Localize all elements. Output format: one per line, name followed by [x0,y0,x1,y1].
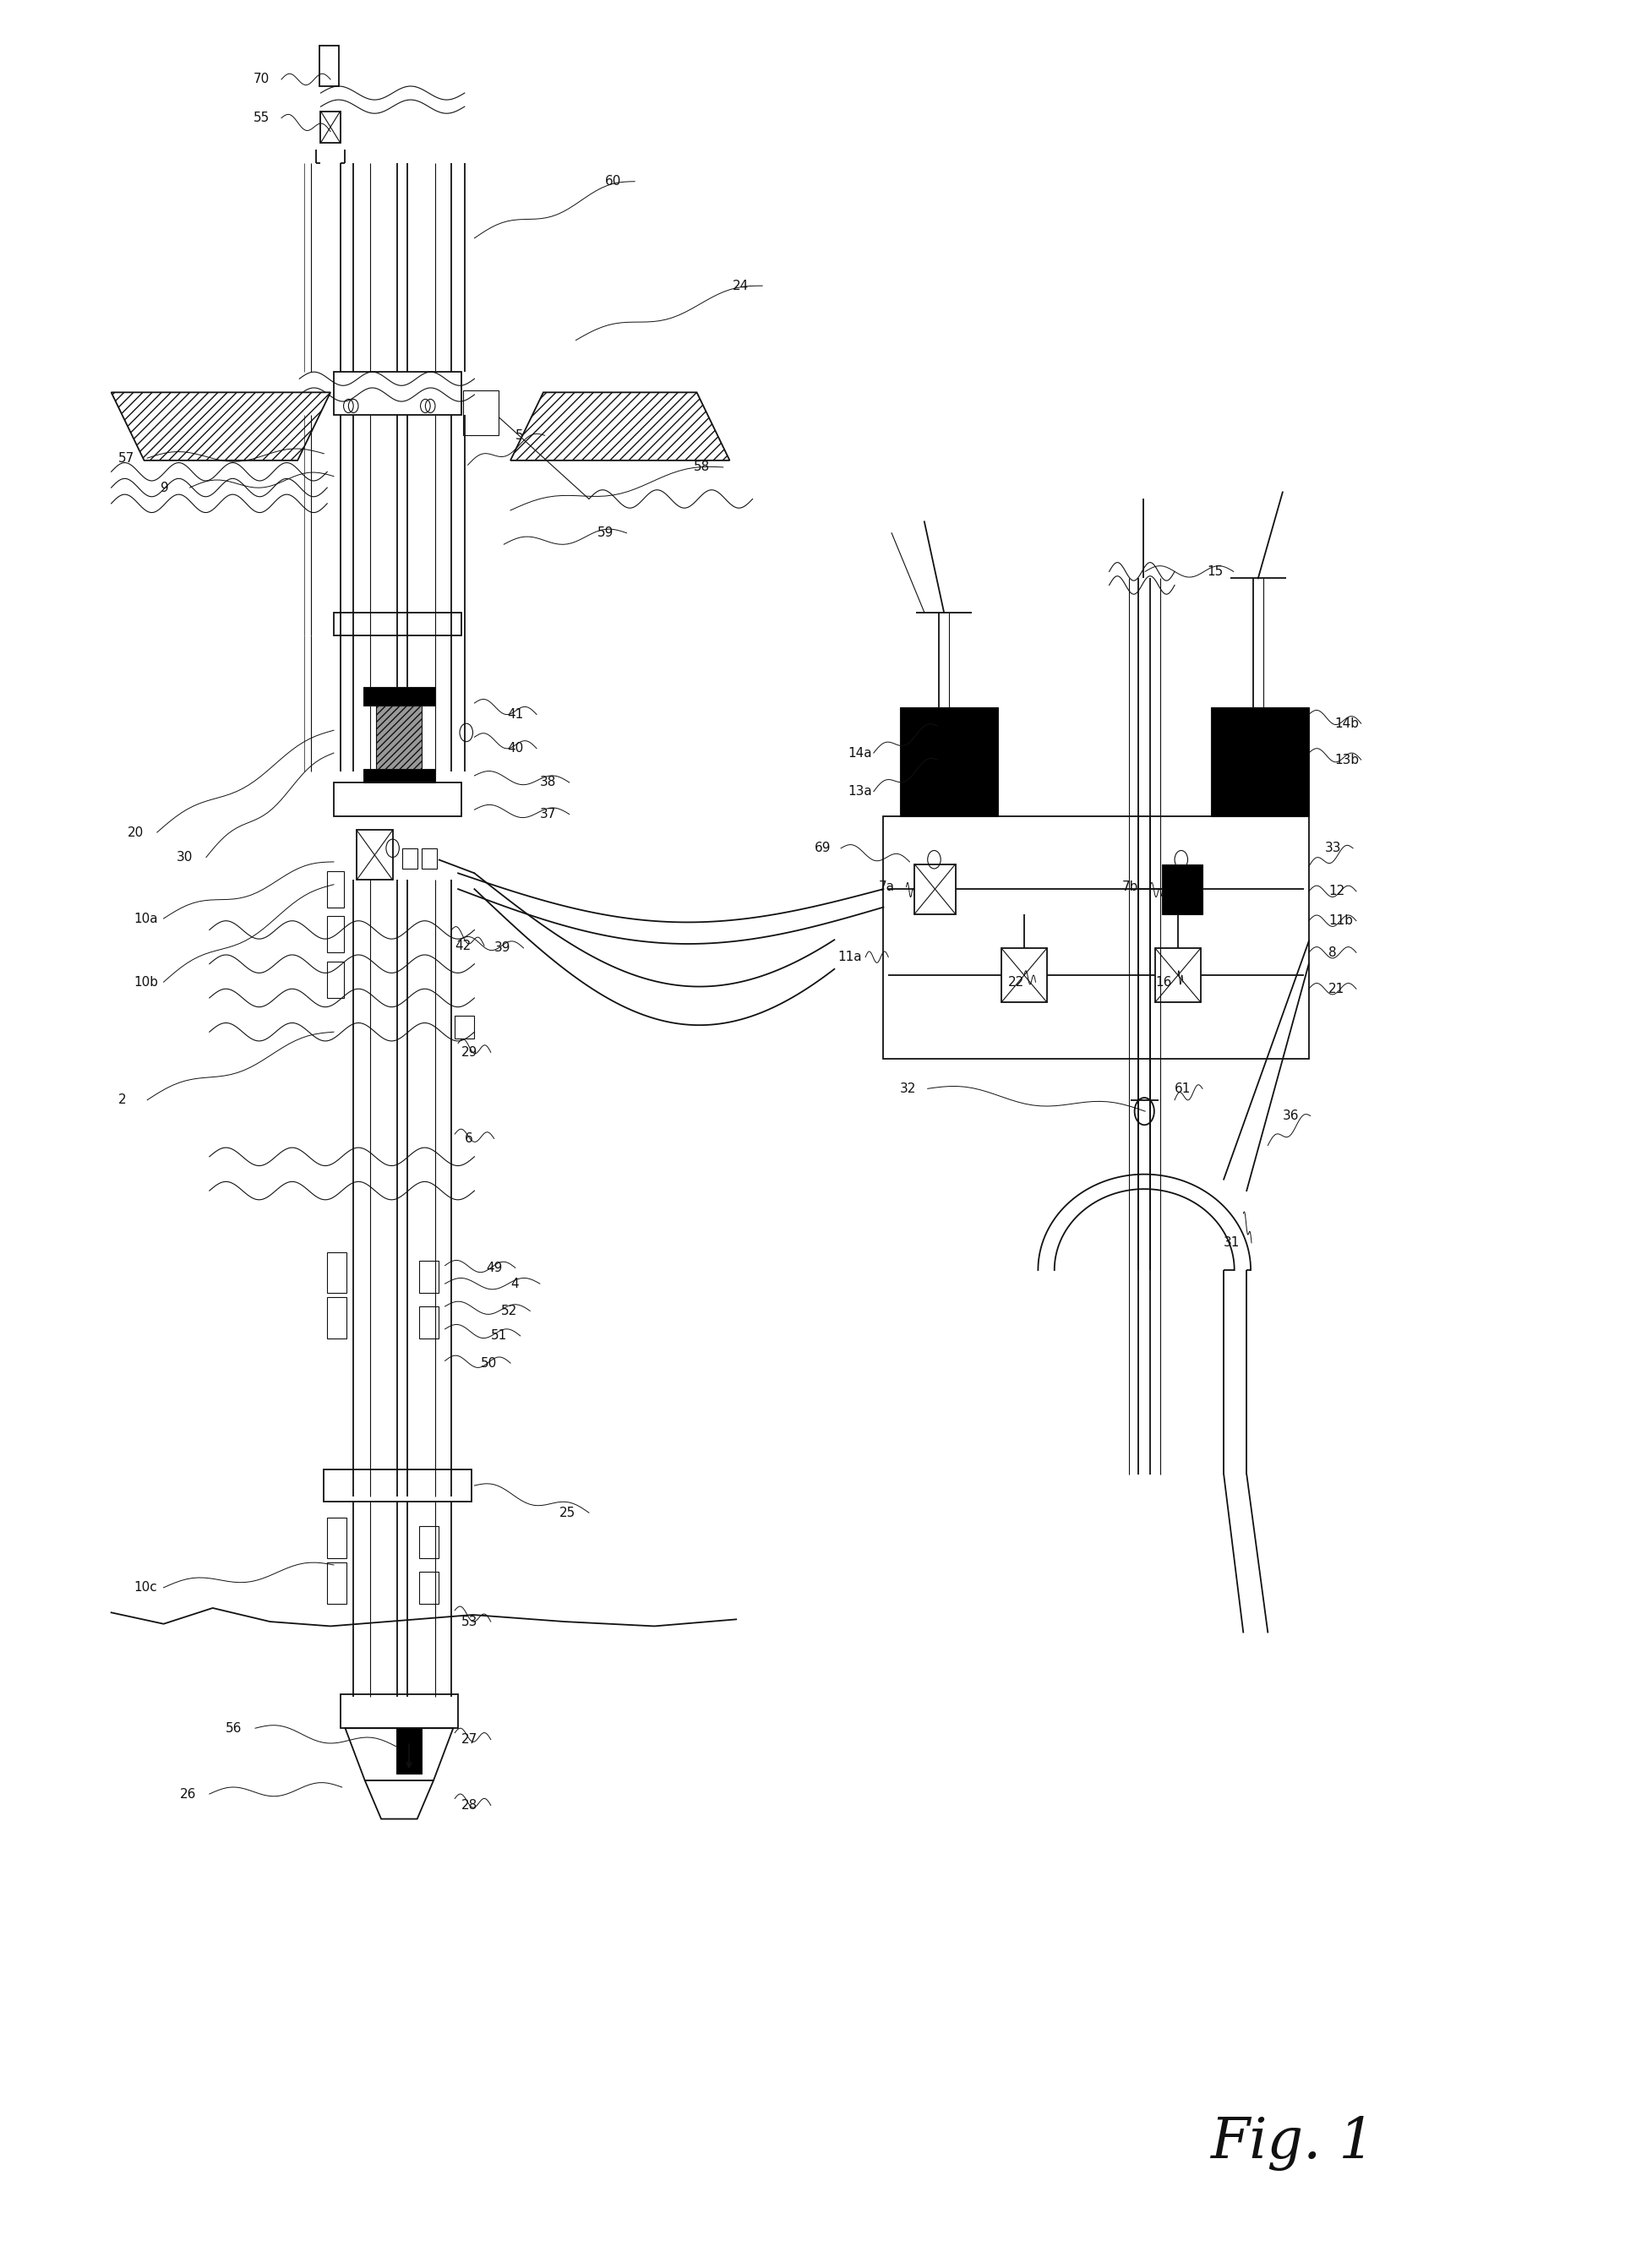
Bar [327,1517,347,1558]
Text: 31: 31 [1224,1236,1240,1250]
Text: 30: 30 [177,850,193,864]
Text: 36: 36 [1283,1109,1299,1123]
Text: 16: 16 [1155,975,1171,989]
Text: 7b: 7b [1122,880,1139,894]
Bar [363,687,435,705]
Text: 58: 58 [694,460,710,474]
Bar [900,708,998,816]
Text: 37: 37 [540,807,556,821]
Bar [319,45,339,86]
Text: 61: 61 [1175,1082,1191,1095]
Bar [1211,708,1309,816]
Bar [334,782,461,816]
Bar [1001,948,1047,1002]
Bar [340,1694,458,1728]
Text: 56: 56 [226,1721,242,1735]
Bar [419,1306,438,1338]
Bar [463,390,499,435]
Text: 50: 50 [481,1356,497,1370]
Bar [419,1572,438,1603]
Text: 55: 55 [254,111,270,125]
Text: 39: 39 [494,941,510,955]
Text: 29: 29 [461,1046,478,1059]
Text: 21: 21 [1328,982,1345,996]
Text: 59: 59 [597,526,614,540]
Text: 14b: 14b [1335,717,1360,730]
Bar [327,1297,347,1338]
Text: 4: 4 [510,1277,519,1290]
Text: 53: 53 [461,1615,478,1628]
Text: 57: 57 [118,451,134,465]
Bar [334,612,461,635]
Text: 13a: 13a [847,785,872,798]
Bar [883,816,1309,1059]
Text: 42: 42 [455,939,471,953]
Text: 41: 41 [507,708,524,721]
Bar [419,1261,438,1293]
Bar [327,962,344,998]
Text: 49: 49 [486,1261,502,1275]
Text: 6: 6 [465,1132,473,1145]
Text: 69: 69 [815,841,831,855]
Text: 28: 28 [461,1799,478,1812]
Text: 22: 22 [1008,975,1024,989]
Bar [327,1252,347,1293]
Text: 27: 27 [461,1733,478,1746]
Bar [334,372,461,415]
Bar [419,1526,438,1558]
Text: 7a: 7a [879,880,895,894]
Text: 14a: 14a [847,746,872,760]
Bar [396,1728,422,1774]
Polygon shape [510,392,730,460]
Text: 10b: 10b [134,975,159,989]
Bar [327,871,344,907]
Text: Fig. 1: Fig. 1 [1211,2116,1374,2170]
Text: 13b: 13b [1335,753,1360,767]
Text: 10c: 10c [134,1581,157,1594]
Text: 20: 20 [128,826,144,839]
Bar [455,1016,474,1039]
Polygon shape [111,392,330,460]
Text: 52: 52 [501,1304,517,1318]
Bar [327,1563,347,1603]
Bar [402,848,417,869]
Bar [363,769,435,782]
Bar [1162,864,1202,914]
Text: 2: 2 [118,1093,126,1107]
Text: 25: 25 [560,1506,576,1520]
Bar [357,830,393,880]
Text: 11a: 11a [838,950,862,964]
Bar [327,916,344,953]
Text: 24: 24 [733,279,749,293]
Text: 10a: 10a [134,912,159,925]
Bar [324,1470,471,1501]
Text: 15: 15 [1207,565,1224,578]
Text: 8: 8 [1328,946,1337,959]
Bar [321,111,340,143]
Bar [422,848,437,869]
Bar [915,864,955,914]
Text: 38: 38 [540,776,556,789]
Text: 5: 5 [515,429,524,442]
Text: 51: 51 [491,1329,507,1343]
Text: 33: 33 [1325,841,1342,855]
Text: 32: 32 [900,1082,916,1095]
Text: 60: 60 [605,175,622,188]
Text: 26: 26 [180,1787,196,1801]
Bar [376,705,422,773]
Text: 11b: 11b [1328,914,1353,928]
Text: 12: 12 [1328,885,1345,898]
Text: 40: 40 [507,742,524,755]
Text: 9: 9 [160,481,169,494]
Bar [1155,948,1201,1002]
Text: 70: 70 [254,73,270,86]
